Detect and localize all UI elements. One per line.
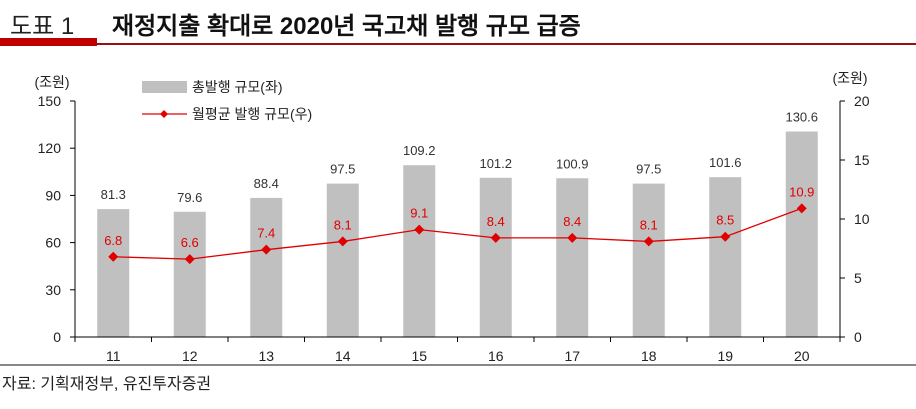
legend-line-marker	[160, 110, 168, 118]
line-point	[337, 236, 348, 247]
right-tick-label: 10	[854, 211, 870, 227]
line-point	[567, 232, 578, 243]
left-tick-label: 90	[45, 187, 61, 203]
line-value-label: 6.8	[104, 233, 122, 248]
x-tick-label: 19	[717, 348, 733, 364]
legend-bar-swatch	[142, 81, 187, 93]
footer-divider	[0, 364, 916, 366]
line-value-label: 8.1	[640, 217, 658, 232]
bar	[785, 131, 818, 337]
bar	[556, 178, 589, 337]
line-point	[261, 244, 272, 255]
line-value-label: 8.4	[487, 214, 505, 229]
source-note: 자료: 기획재정부, 유진투자증권	[2, 376, 212, 393]
x-tick-label: 17	[564, 348, 580, 364]
legend-line-label: 월평균 발행 규모(우)	[192, 106, 312, 122]
right-tick-label: 0	[854, 329, 862, 345]
x-tick-label: 14	[335, 348, 351, 364]
right-tick-label: 20	[854, 93, 870, 109]
line-value-label: 8.1	[334, 217, 352, 232]
left-axis-unit: (조원)	[34, 74, 69, 90]
left-tick-label: 30	[45, 282, 61, 298]
line-point	[414, 224, 425, 235]
bar-value-label: 101.2	[479, 156, 512, 171]
x-tick-label: 12	[182, 348, 198, 364]
bar-value-label: 88.4	[254, 176, 279, 191]
line-value-label: 8.4	[563, 214, 581, 229]
bar-value-label: 101.6	[709, 155, 742, 170]
line-point	[796, 203, 807, 214]
line-point	[643, 236, 654, 247]
left-tick-label: 60	[45, 235, 61, 251]
x-tick-label: 15	[411, 348, 427, 364]
x-tick-label: 13	[258, 348, 274, 364]
bar	[709, 177, 742, 337]
bar	[250, 197, 283, 337]
line-value-label: 8.5	[716, 213, 734, 228]
line-value-label: 7.4	[257, 226, 275, 241]
figure-title: 재정지출 확대로 2020년 국고채 발행 규모 급증	[112, 13, 581, 40]
line-series	[113, 207, 802, 260]
x-tick-label: 18	[641, 348, 657, 364]
header-divider	[97, 43, 916, 45]
x-tick-label: 20	[794, 348, 810, 364]
bar-value-label: 109.2	[403, 143, 436, 158]
left-tick-label: 120	[38, 140, 62, 156]
line-value-label: 10.9	[789, 184, 814, 199]
legend-bar-label: 총발행 규모(좌)	[192, 79, 283, 95]
bar-value-label: 79.6	[177, 190, 202, 205]
left-tick-label: 150	[38, 93, 62, 109]
x-tick-label: 11	[106, 348, 121, 364]
figure-label: 도표 1	[10, 13, 75, 40]
bar	[97, 209, 130, 337]
right-axis-unit: (조원)	[832, 70, 867, 86]
left-tick-label: 0	[53, 329, 61, 345]
bar	[326, 183, 359, 337]
right-tick-label: 5	[854, 270, 862, 286]
line-point	[108, 251, 119, 262]
line-point	[720, 231, 731, 242]
bar-value-label: 100.9	[556, 156, 589, 171]
bar	[173, 211, 206, 337]
right-tick-label: 15	[854, 152, 870, 168]
bar	[632, 183, 665, 337]
header-accent-bar	[0, 38, 97, 46]
line-value-label: 9.1	[410, 206, 428, 221]
bar	[403, 165, 436, 337]
line-point	[184, 254, 195, 265]
line-value-label: 6.6	[181, 235, 199, 250]
chart: 81.3 79.6 88.4 97.5 109.2 101.2 100.9 97.5 101.6…	[34, 70, 870, 364]
bar-value-label: 81.3	[101, 187, 126, 202]
bar-value-label: 130.6	[785, 110, 818, 125]
bar-value-label: 97.5	[636, 162, 661, 177]
line-point	[490, 232, 501, 243]
bar-value-label: 97.5	[330, 162, 355, 177]
bar	[479, 177, 512, 337]
x-tick-label: 16	[488, 348, 504, 364]
